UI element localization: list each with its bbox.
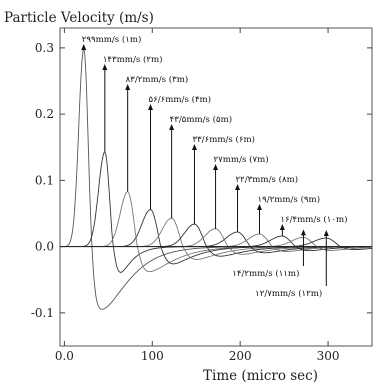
x-tick-label: 200 bbox=[229, 349, 252, 363]
y-tick-label: 0.1 bbox=[35, 173, 54, 187]
annotation-arrowhead bbox=[125, 84, 131, 90]
annotation-label: ۱۶/۴mm/s (۱۰m) bbox=[280, 214, 347, 225]
annotation-arrowhead bbox=[169, 124, 175, 130]
annotation-label: ۴۳/۵mm/s (۵m) bbox=[170, 114, 233, 125]
annotation-label: ۱۴۳mm/s (۲m) bbox=[103, 54, 163, 65]
annotation-label: ۸۳/۲mm/s (۳m) bbox=[126, 74, 189, 85]
annotation-arrowhead bbox=[191, 144, 197, 150]
annotation-arrowhead bbox=[102, 64, 108, 70]
annotation-arrowhead bbox=[213, 164, 219, 170]
y-tick-label: 0.0 bbox=[35, 240, 54, 254]
x-tick-label: 100 bbox=[141, 349, 164, 363]
annotation-arrowhead bbox=[81, 44, 87, 50]
annotation-label: ۲۲/۳mm/s (۸m) bbox=[236, 174, 299, 185]
peak-annotations: ۲۹۹mm/s (۱m) ۱۴۳mm/s (۲m) ۸۳/۲mm/s (۳m) ۵۶/… bbox=[81, 34, 348, 299]
annotation-arrowhead bbox=[300, 229, 306, 236]
annotation-label: ۱۹/۲mm/s (۹m) bbox=[258, 194, 321, 205]
y-tick-label: 0.3 bbox=[35, 41, 54, 55]
annotation-label: ۱۲/۷mm/s (۱۲m) bbox=[255, 288, 322, 299]
annotation-label: ۲۹۹mm/s (۱m) bbox=[82, 34, 142, 45]
y-tick-label: 0.2 bbox=[35, 107, 54, 121]
x-tick-label: 0.0 bbox=[55, 349, 74, 363]
annotation-arrowhead bbox=[257, 204, 263, 210]
annotation-arrowhead bbox=[279, 224, 285, 230]
y-axis-title: Particle Velocity (m/s) bbox=[4, 10, 154, 26]
plot-frame bbox=[59, 27, 373, 347]
annotation-arrowhead bbox=[323, 230, 329, 237]
annotation-label: ۳۳/۶mm/s (۶m) bbox=[192, 134, 255, 145]
waveform-series bbox=[60, 48, 373, 310]
annotation-label: ۵۶/۶mm/s (۴m) bbox=[149, 94, 212, 105]
x-tick-label: 300 bbox=[317, 349, 340, 363]
axis-ticks: -0.1 0.0 0.1 0.2 0.3 0.0 100 200 300 bbox=[31, 28, 372, 363]
annotation-arrowhead bbox=[235, 184, 241, 190]
y-tick-label: -0.1 bbox=[31, 306, 54, 320]
x-axis-title: Time (micro sec) bbox=[203, 368, 318, 384]
annotation-arrowhead bbox=[148, 104, 154, 110]
annotation-label: ۱۴/۲mm/s (۱۱m) bbox=[232, 268, 299, 279]
annotation-label: ۲۷mm/s (۷m) bbox=[214, 154, 269, 165]
